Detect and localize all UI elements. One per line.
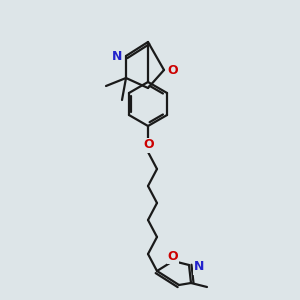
Text: O: O: [167, 64, 178, 76]
Text: N: N: [112, 50, 122, 62]
Text: O: O: [144, 139, 154, 152]
Text: O: O: [168, 250, 178, 262]
Text: N: N: [194, 260, 204, 274]
